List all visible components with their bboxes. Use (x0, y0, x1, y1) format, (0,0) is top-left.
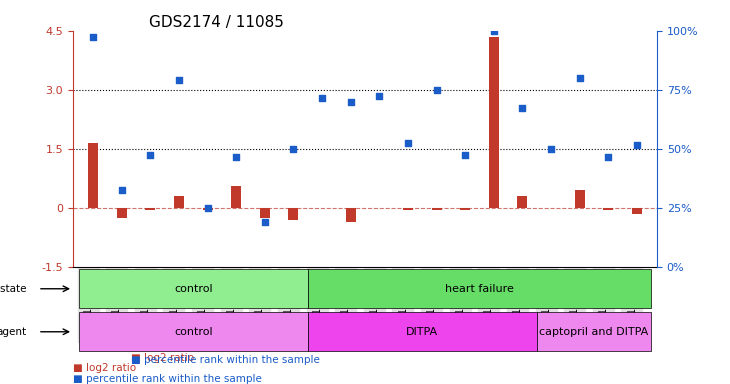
Text: ■ log2 ratio: ■ log2 ratio (73, 363, 136, 373)
Text: DITPA: DITPA (406, 327, 438, 337)
Text: ■ percentile rank within the sample: ■ percentile rank within the sample (131, 354, 320, 364)
Bar (431, 208, 442, 210)
Text: control: control (174, 284, 212, 294)
Point (87, 33, 99, 40)
Bar (117, 208, 127, 218)
Bar (260, 208, 270, 218)
Bar (88, 143, 98, 208)
Bar (231, 187, 241, 208)
Bar (632, 208, 642, 214)
Bar (518, 196, 528, 208)
FancyBboxPatch shape (537, 313, 651, 351)
FancyBboxPatch shape (308, 313, 537, 351)
Point (431, 87, 442, 93)
Bar (288, 208, 299, 220)
Text: ■ log2 ratio: ■ log2 ratio (131, 353, 194, 363)
Point (288, 146, 299, 152)
Point (545, 146, 557, 152)
Point (402, 140, 414, 146)
Bar (145, 208, 155, 210)
Point (259, 219, 271, 225)
Point (201, 205, 213, 211)
Bar (202, 208, 212, 210)
Point (231, 154, 242, 160)
Bar (575, 190, 585, 208)
Point (145, 152, 156, 158)
Point (316, 95, 328, 101)
Point (488, 28, 499, 34)
Bar (489, 36, 499, 208)
Bar (460, 208, 470, 210)
Bar (346, 208, 356, 222)
Point (116, 187, 128, 194)
Bar (174, 196, 184, 208)
Text: heart failure: heart failure (445, 284, 514, 294)
FancyBboxPatch shape (308, 270, 651, 308)
FancyBboxPatch shape (79, 270, 308, 308)
Point (345, 99, 356, 105)
Text: ■ percentile rank within the sample: ■ percentile rank within the sample (73, 374, 262, 384)
Text: agent: agent (0, 327, 26, 337)
Point (173, 77, 185, 83)
Text: captopril and DITPA: captopril and DITPA (539, 327, 649, 337)
Text: disease state: disease state (0, 284, 26, 294)
Bar (603, 208, 613, 210)
FancyBboxPatch shape (79, 313, 308, 351)
Point (574, 75, 585, 81)
Point (631, 142, 643, 148)
Text: GDS2174 / 11085: GDS2174 / 11085 (149, 15, 284, 30)
Text: control: control (174, 327, 212, 337)
Point (602, 154, 614, 160)
Bar (403, 208, 413, 210)
Point (374, 93, 385, 99)
Point (459, 152, 471, 158)
Point (517, 104, 529, 111)
